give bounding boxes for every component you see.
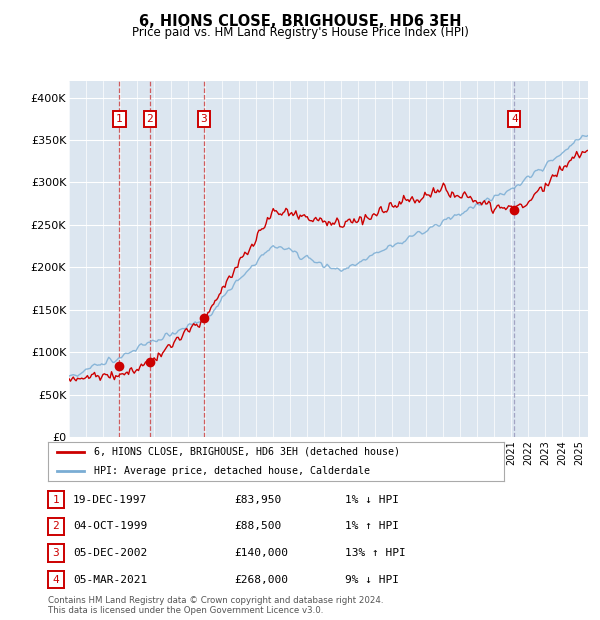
Text: 1% ↑ HPI: 1% ↑ HPI <box>345 521 399 531</box>
Text: 1: 1 <box>52 495 59 505</box>
Text: 1% ↓ HPI: 1% ↓ HPI <box>345 495 399 505</box>
Text: £140,000: £140,000 <box>234 548 288 558</box>
Text: 19-DEC-1997: 19-DEC-1997 <box>73 495 148 505</box>
Text: 2: 2 <box>52 521 59 531</box>
Text: 3: 3 <box>200 114 207 124</box>
Text: 04-OCT-1999: 04-OCT-1999 <box>73 521 148 531</box>
Text: HPI: Average price, detached house, Calderdale: HPI: Average price, detached house, Cald… <box>94 466 370 476</box>
Text: 1: 1 <box>116 114 123 124</box>
Text: 6, HIONS CLOSE, BRIGHOUSE, HD6 3EH (detached house): 6, HIONS CLOSE, BRIGHOUSE, HD6 3EH (deta… <box>94 446 400 457</box>
Text: 9% ↓ HPI: 9% ↓ HPI <box>345 575 399 585</box>
Text: 13% ↑ HPI: 13% ↑ HPI <box>345 548 406 558</box>
Text: £83,950: £83,950 <box>234 495 281 505</box>
Text: £268,000: £268,000 <box>234 575 288 585</box>
Text: 6, HIONS CLOSE, BRIGHOUSE, HD6 3EH: 6, HIONS CLOSE, BRIGHOUSE, HD6 3EH <box>139 14 461 29</box>
Text: Contains HM Land Registry data © Crown copyright and database right 2024.
This d: Contains HM Land Registry data © Crown c… <box>48 596 383 615</box>
Text: 4: 4 <box>511 114 518 124</box>
Text: Price paid vs. HM Land Registry's House Price Index (HPI): Price paid vs. HM Land Registry's House … <box>131 26 469 39</box>
Text: 05-DEC-2002: 05-DEC-2002 <box>73 548 148 558</box>
Text: 2: 2 <box>146 114 153 124</box>
Text: 4: 4 <box>52 575 59 585</box>
Text: 05-MAR-2021: 05-MAR-2021 <box>73 575 148 585</box>
Text: 3: 3 <box>52 548 59 558</box>
Text: £88,500: £88,500 <box>234 521 281 531</box>
